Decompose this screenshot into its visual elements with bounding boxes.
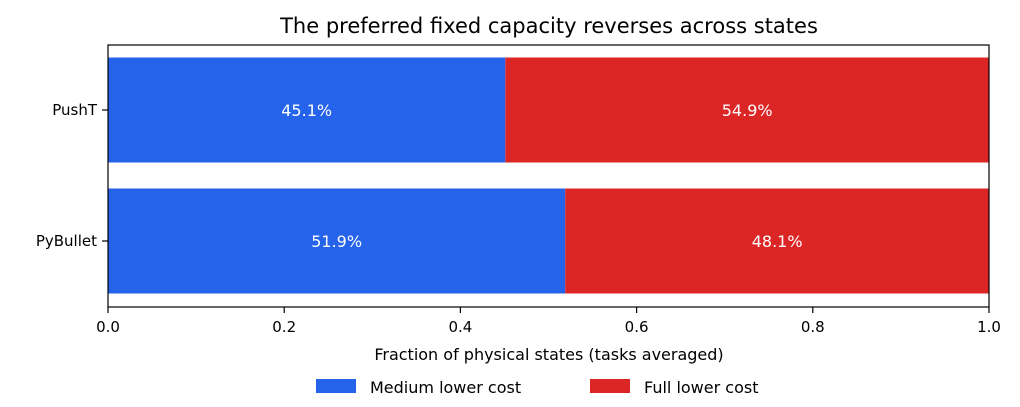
plot-frame bbox=[107, 44, 990, 308]
x-axis-label: Fraction of physical states (tasks avera… bbox=[374, 345, 723, 364]
bar-pybullet-series-0 bbox=[108, 188, 566, 294]
legend-entry-label: Medium lower cost bbox=[370, 378, 521, 397]
x-tick-label: 1.0 bbox=[977, 318, 1001, 336]
bar-pybullet-series-1 bbox=[565, 188, 989, 294]
x-tick-label: 0.2 bbox=[272, 318, 296, 336]
legend-swatch bbox=[590, 379, 630, 393]
x-tick-label: 0.6 bbox=[625, 318, 649, 336]
y-tick-label: PyBullet bbox=[36, 232, 97, 250]
bar-value-label: 51.9% bbox=[311, 232, 362, 251]
bar-pusht-series-0 bbox=[108, 57, 506, 163]
x-tick-label: 0.8 bbox=[801, 318, 825, 336]
bar-value-label: 54.9% bbox=[722, 101, 773, 120]
legend: Medium lower cost Full lower cost bbox=[316, 378, 758, 397]
legend-swatch bbox=[316, 379, 356, 393]
bar-value-label: 48.1% bbox=[752, 232, 803, 251]
chart-title: The preferred fixed capacity reverses ac… bbox=[279, 14, 818, 38]
x-tick-label: 0.4 bbox=[448, 318, 472, 336]
bar-pusht-series-1 bbox=[505, 57, 989, 163]
y-tick-label: PushT bbox=[52, 101, 98, 119]
legend-entry-label: Full lower cost bbox=[644, 378, 758, 397]
x-tick-label: 0.0 bbox=[96, 318, 120, 336]
bar-value-label: 45.1% bbox=[281, 101, 332, 120]
